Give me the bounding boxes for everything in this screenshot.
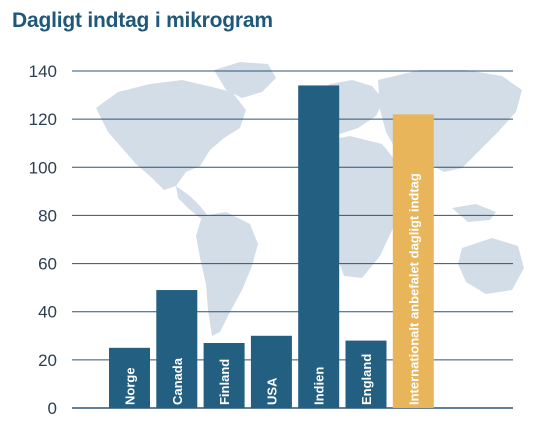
- y-tick-label-0: 0: [48, 399, 57, 418]
- bar-label-indien: Indien: [312, 367, 327, 405]
- bar-label-usa: USA: [264, 377, 279, 405]
- bars: [109, 85, 434, 408]
- bar-labels: Norge Canada Finland USA Indien England Intern…: [123, 173, 422, 405]
- y-tick-label-40: 40: [38, 303, 57, 322]
- y-tick-label-100: 100: [29, 158, 57, 177]
- map-australia: [458, 238, 524, 294]
- y-tick-label-140: 140: [29, 62, 57, 81]
- y-tick-label-80: 80: [38, 206, 57, 225]
- map-indonesia: [452, 204, 496, 222]
- chart-title: Dagligt indtag i mikrogram: [12, 9, 273, 32]
- bar-label-canada: Canada: [170, 357, 185, 405]
- map-north-america: [96, 80, 246, 190]
- bar-label-finland: Finland: [217, 359, 232, 405]
- bar-canada: [156, 290, 198, 408]
- bar-label-england: England: [359, 354, 374, 405]
- bar-label-norge: Norge: [123, 367, 138, 405]
- bar-indien: [298, 85, 340, 408]
- y-axis-ticks: 0 20 40 60 80 100 120 140: [29, 62, 57, 418]
- bar-usa: [250, 335, 292, 408]
- gridlines: [72, 70, 513, 409]
- map-south-america: [196, 212, 258, 336]
- bar-finland: [203, 343, 245, 408]
- world-map-background: [96, 62, 524, 336]
- bar-england: [345, 340, 387, 408]
- bar-internationalt-anbefalet-dagligt-indtag: [392, 114, 434, 408]
- y-tick-label-120: 120: [29, 110, 57, 129]
- bar-norge: [109, 347, 150, 408]
- y-tick-label-20: 20: [38, 351, 57, 370]
- bar-label-internationalt-anbefalet-dagligt-indtag: Internationalt anbefalet dagligt indtag: [406, 173, 421, 405]
- y-tick-label-60: 60: [38, 255, 57, 274]
- map-central-america: [176, 186, 208, 218]
